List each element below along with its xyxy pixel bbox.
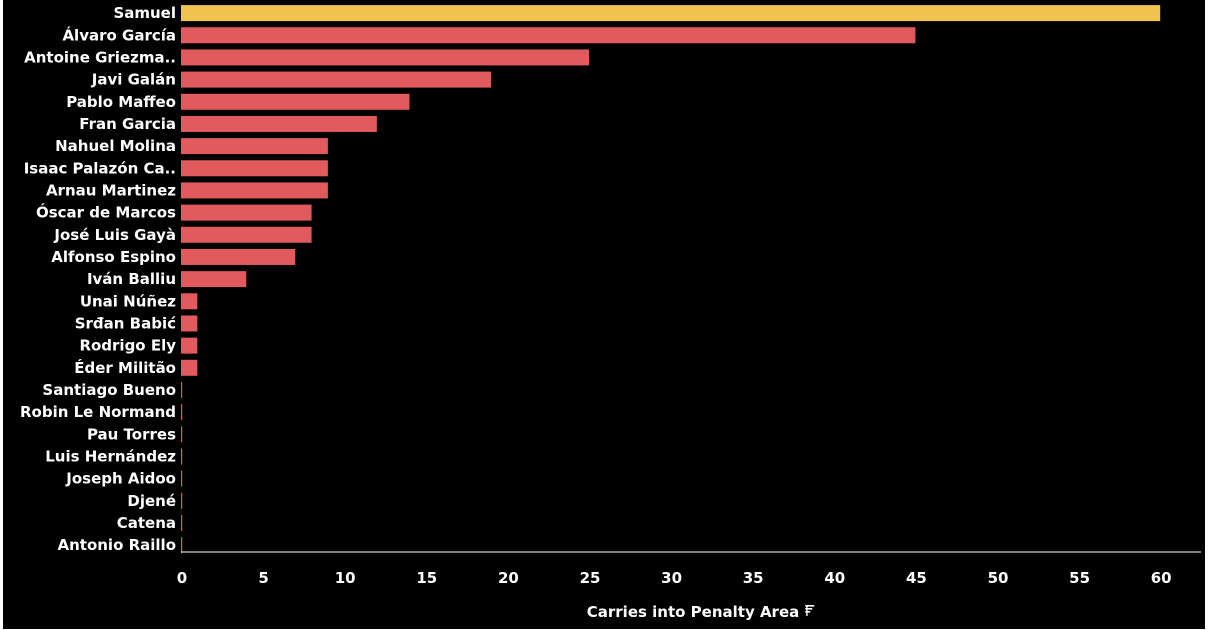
x-tick-label: 30 [661, 569, 682, 587]
category-label: Luis Hernández [45, 447, 176, 465]
bar[interactable] [181, 426, 183, 443]
chart-frame: Samuel Álvaro García Antoine Griezma.. Javi… [3, 0, 1205, 629]
x-tick-label: 5 [258, 569, 268, 587]
bar[interactable] [181, 381, 183, 398]
bar[interactable] [181, 470, 183, 487]
bar[interactable] [181, 248, 296, 265]
x-tick-label: 45 [906, 569, 927, 587]
x-tick-label: 55 [1069, 569, 1090, 587]
bar[interactable] [181, 293, 198, 310]
bar-chart: Samuel Álvaro García Antoine Griezma.. Javi… [20, 4, 1201, 621]
bar[interactable] [181, 160, 328, 177]
bar[interactable] [181, 49, 589, 66]
x-tick-label: 35 [743, 569, 764, 587]
bar[interactable] [181, 359, 198, 376]
category-labels: Samuel Álvaro García Antoine Griezma.. Javi… [20, 4, 176, 554]
bar[interactable] [181, 537, 183, 554]
x-tick-label: 40 [824, 569, 845, 587]
category-label: Javi Galán [91, 71, 176, 89]
bar[interactable] [181, 115, 377, 132]
category-label: Samuel [113, 4, 176, 22]
bar[interactable] [181, 315, 198, 332]
category-label: Éder Militão [74, 358, 176, 377]
category-label: Srđan Babić [75, 314, 176, 332]
sort-icon-stem [806, 605, 808, 616]
x-tick-label: 15 [416, 569, 437, 587]
category-label: Óscar de Marcos [36, 203, 176, 222]
sort-descending-icon[interactable] [805, 605, 815, 616]
sort-icon-bar [805, 608, 813, 610]
category-label: Isaac Palazón Ca.. [24, 159, 176, 177]
bar[interactable] [181, 138, 328, 155]
category-label: Alfonso Espino [51, 248, 176, 266]
category-label: Antonio Raillo [57, 536, 176, 554]
x-tick-label: 0 [177, 569, 187, 587]
bar[interactable] [181, 226, 312, 243]
category-label: Djené [127, 492, 176, 510]
category-label: Unai Núñez [80, 292, 176, 310]
bar[interactable] [181, 337, 198, 354]
x-axis-title: Carries into Penalty Area [587, 603, 800, 621]
category-label: Álvaro García [62, 25, 176, 44]
sort-icon-bar [805, 605, 815, 607]
category-label: Nahuel Molina [55, 137, 176, 155]
bar[interactable] [181, 271, 247, 288]
x-tick-label: 25 [580, 569, 601, 587]
bar[interactable] [181, 182, 328, 199]
x-tick-label: 50 [988, 569, 1009, 587]
category-label: José Luis Gayà [53, 226, 176, 244]
category-label: Arnau Martinez [46, 181, 176, 199]
category-label: Catena [117, 514, 176, 532]
category-label: Robin Le Normand [20, 403, 176, 421]
category-label: Antoine Griezma.. [24, 48, 176, 66]
bar[interactable] [181, 448, 183, 465]
bars [181, 5, 1161, 554]
bar[interactable] [181, 93, 410, 110]
bar[interactable] [181, 204, 312, 221]
bar[interactable] [181, 71, 492, 88]
sort-icon-bar [805, 611, 811, 613]
bar[interactable] [181, 514, 183, 531]
category-label: Joseph Aidoo [65, 470, 176, 488]
bar[interactable] [181, 5, 1161, 22]
bar[interactable] [181, 404, 183, 421]
x-axis-ticks: 0 5 10 15 20 25 30 35 40 45 50 55 60 [177, 569, 1172, 587]
category-label: Rodrigo Ely [79, 337, 176, 355]
category-label: Pablo Maffeo [66, 93, 176, 111]
x-tick-label: 10 [335, 569, 356, 587]
category-label: Santiago Bueno [42, 381, 176, 399]
category-label: Pau Torres [87, 425, 176, 443]
x-tick-label: 60 [1151, 569, 1172, 587]
bar[interactable] [181, 492, 183, 509]
category-label: Iván Balliu [87, 270, 176, 288]
bar[interactable] [181, 27, 916, 44]
category-label: Fran Garcia [79, 115, 176, 133]
x-tick-label: 20 [498, 569, 519, 587]
